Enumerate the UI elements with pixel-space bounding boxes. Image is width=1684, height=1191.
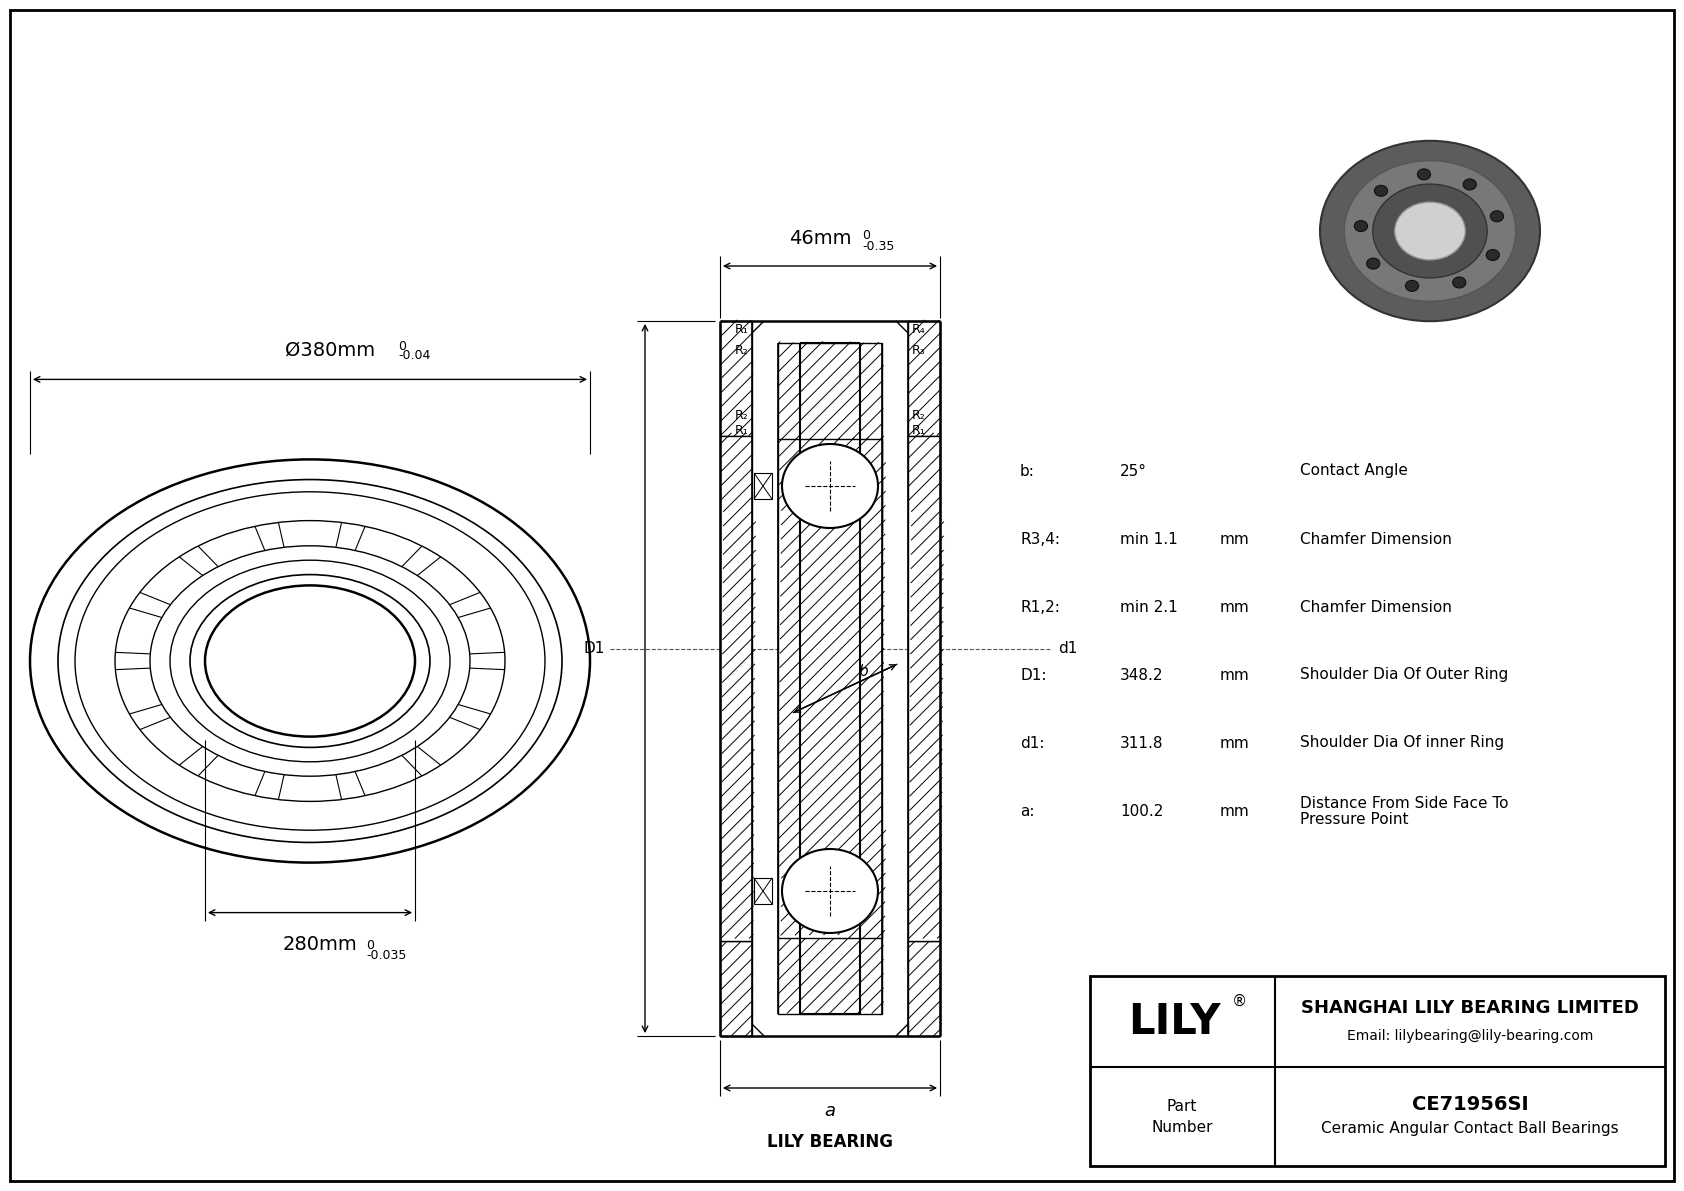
Bar — [754, 473, 771, 499]
Text: SHANGHAI LILY BEARING LIMITED: SHANGHAI LILY BEARING LIMITED — [1302, 998, 1639, 1017]
Text: Distance From Side Face To: Distance From Side Face To — [1300, 796, 1509, 811]
Polygon shape — [721, 941, 753, 1036]
Text: mm: mm — [1219, 804, 1250, 818]
Text: R₂: R₂ — [734, 344, 748, 357]
Text: b:: b: — [1021, 463, 1036, 479]
Text: D1: D1 — [584, 641, 605, 656]
Ellipse shape — [1453, 278, 1465, 288]
Text: 348.2: 348.2 — [1120, 667, 1164, 682]
Text: a: a — [825, 1102, 835, 1120]
Ellipse shape — [781, 444, 877, 528]
Text: 0: 0 — [397, 341, 406, 354]
Text: R₂: R₂ — [913, 409, 926, 422]
Ellipse shape — [1354, 220, 1367, 231]
Text: CE71956SI: CE71956SI — [1411, 1095, 1529, 1114]
Polygon shape — [778, 439, 882, 939]
Polygon shape — [908, 941, 940, 1036]
Ellipse shape — [1344, 161, 1516, 301]
Text: R₄: R₄ — [913, 323, 926, 336]
Text: Contact Angle: Contact Angle — [1300, 463, 1408, 479]
Text: -0.035: -0.035 — [365, 948, 406, 961]
Text: R1,2:: R1,2: — [1021, 599, 1059, 615]
Polygon shape — [778, 844, 882, 1014]
Ellipse shape — [1463, 179, 1477, 189]
Text: d1: d1 — [1058, 641, 1078, 656]
Text: Shoulder Dia Of inner Ring: Shoulder Dia Of inner Ring — [1300, 736, 1504, 750]
Text: R₃: R₃ — [913, 344, 926, 357]
Bar — [1090, 975, 1665, 1166]
Ellipse shape — [1487, 250, 1499, 261]
Polygon shape — [908, 322, 940, 436]
Text: a:: a: — [1021, 804, 1034, 818]
Text: Shoulder Dia Of Outer Ring: Shoulder Dia Of Outer Ring — [1300, 667, 1509, 682]
Bar — [754, 878, 771, 904]
Ellipse shape — [781, 849, 877, 933]
Text: Email: lilybearing@lily-bearing.com: Email: lilybearing@lily-bearing.com — [1347, 1029, 1593, 1042]
Text: 0: 0 — [365, 939, 374, 952]
Text: R₁: R₁ — [734, 424, 748, 437]
Text: LILY BEARING: LILY BEARING — [766, 1133, 893, 1151]
Ellipse shape — [1320, 141, 1539, 322]
Polygon shape — [908, 436, 940, 941]
Text: 100.2: 100.2 — [1120, 804, 1164, 818]
Text: mm: mm — [1219, 736, 1250, 750]
Text: Chamfer Dimension: Chamfer Dimension — [1300, 531, 1452, 547]
Text: Ceramic Angular Contact Ball Bearings: Ceramic Angular Contact Ball Bearings — [1322, 1121, 1618, 1136]
Ellipse shape — [1367, 258, 1379, 269]
Text: b: b — [859, 665, 867, 680]
Text: d1:: d1: — [1021, 736, 1044, 750]
Text: R₂: R₂ — [734, 409, 748, 422]
Text: Pressure Point: Pressure Point — [1300, 811, 1408, 827]
Text: ®: ® — [1233, 994, 1248, 1009]
Text: Chamfer Dimension: Chamfer Dimension — [1300, 599, 1452, 615]
Text: LILY: LILY — [1128, 1000, 1221, 1042]
Ellipse shape — [1372, 185, 1487, 278]
Text: min 1.1: min 1.1 — [1120, 531, 1177, 547]
Text: mm: mm — [1219, 599, 1250, 615]
Polygon shape — [778, 343, 882, 534]
Ellipse shape — [1394, 202, 1465, 260]
Text: -0.35: -0.35 — [862, 241, 894, 252]
Ellipse shape — [1374, 186, 1388, 197]
Text: R₁: R₁ — [913, 424, 926, 437]
Ellipse shape — [1418, 169, 1431, 180]
Text: 0: 0 — [862, 229, 871, 242]
Text: 25°: 25° — [1120, 463, 1147, 479]
Text: R3,4:: R3,4: — [1021, 531, 1059, 547]
Text: R₁: R₁ — [734, 323, 748, 336]
Text: 280mm: 280mm — [283, 935, 357, 954]
Text: min 2.1: min 2.1 — [1120, 599, 1177, 615]
Polygon shape — [721, 436, 753, 941]
Text: Ø380mm: Ø380mm — [285, 341, 376, 360]
Polygon shape — [721, 322, 753, 436]
Ellipse shape — [1490, 211, 1504, 222]
Ellipse shape — [1406, 280, 1418, 292]
Text: 46mm: 46mm — [788, 229, 850, 248]
Text: 311.8: 311.8 — [1120, 736, 1164, 750]
Text: D1:: D1: — [1021, 667, 1046, 682]
Text: -0.04: -0.04 — [397, 349, 431, 362]
Text: mm: mm — [1219, 531, 1250, 547]
Text: mm: mm — [1219, 667, 1250, 682]
Text: Part
Number: Part Number — [1152, 1098, 1212, 1135]
